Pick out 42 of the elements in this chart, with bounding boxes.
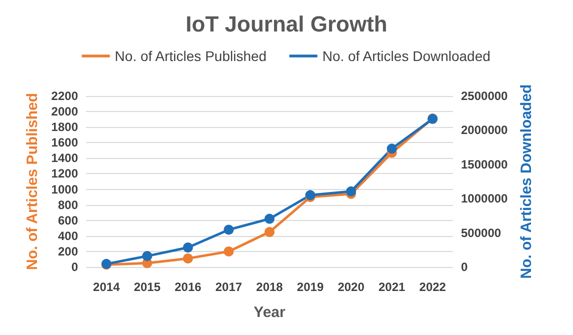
legend-label: No. of Articles Published: [114, 48, 267, 64]
point: [386, 144, 397, 154]
point: [264, 227, 274, 238]
y-tick-label: 2000: [51, 104, 78, 119]
y2-tick-label: 2000000: [461, 123, 508, 138]
point: [346, 186, 356, 196]
y-tick-label: 1400: [51, 151, 78, 166]
x-tick-label: 2015: [134, 280, 161, 294]
y2-tick-label: 1000000: [461, 192, 508, 206]
legend-label: No. of Articles Downloaded: [322, 48, 490, 64]
x-tick-label: 2019: [296, 280, 324, 294]
x-tick-label: 2021: [378, 280, 406, 294]
x-tick-label: 2022: [419, 280, 446, 294]
y2-tick-label: 500000: [461, 226, 502, 240]
y-axis-title: No. of Articles Published: [24, 93, 41, 270]
y-tick-label: 200: [58, 244, 78, 258]
y-tick-label: 0: [71, 260, 78, 274]
point: [182, 242, 193, 253]
point: [142, 251, 152, 262]
point: [182, 253, 193, 264]
y-tick-label: 400: [58, 228, 78, 243]
y-tick-label: 800: [58, 198, 78, 212]
x-tick-label: 2014: [93, 280, 120, 294]
y2-tick-label: 0: [461, 260, 468, 274]
y-tick-label: 1000: [51, 182, 78, 196]
x-tick-label: 2017: [215, 280, 242, 294]
y-tick-label: 1600: [51, 136, 78, 150]
point: [224, 224, 234, 235]
point: [264, 214, 274, 224]
y2-tick-label: 1500000: [461, 157, 508, 172]
x-tick-label: 2018: [256, 280, 284, 294]
y2-axis-title: No. of Articles Downloaded: [518, 84, 535, 279]
y-tick-label: 1800: [51, 120, 78, 134]
x-tick-label: 2020: [338, 280, 365, 294]
y-tick-label: 1200: [51, 166, 78, 181]
y2-tick-label: 2500000: [461, 89, 508, 103]
point: [224, 246, 234, 256]
chart-title: IoT Journal Growth: [186, 12, 388, 36]
y-tick-label: 2200: [51, 89, 78, 103]
x-tick-label: 2016: [174, 280, 202, 294]
y-tick-label: 600: [58, 213, 78, 228]
x-axis-title: Year: [254, 304, 286, 321]
